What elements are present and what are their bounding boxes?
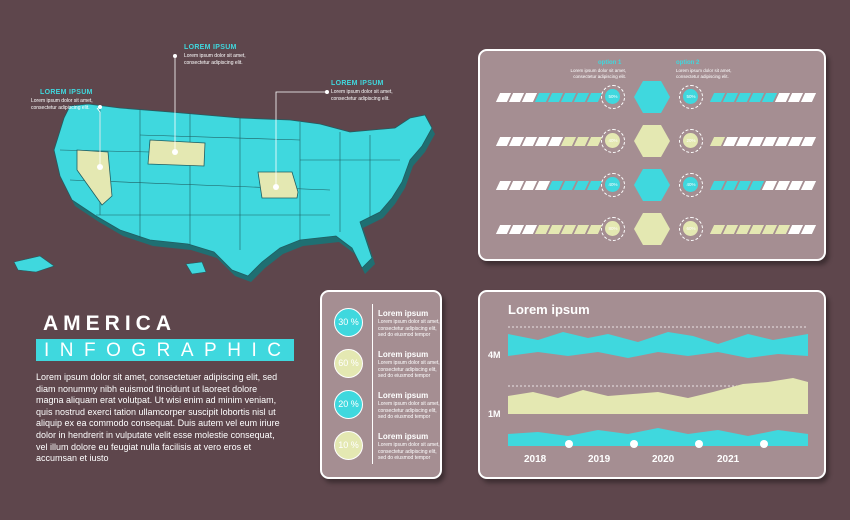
year-2018: 2018	[524, 454, 547, 465]
percent-ring-label: 60%	[686, 226, 696, 231]
area-band-top	[508, 332, 808, 358]
percent-ring-label: 40%	[608, 138, 618, 143]
bar-segment	[800, 93, 817, 102]
area-bands	[508, 326, 808, 446]
percent-ring-fill	[605, 89, 620, 104]
option1-label: option 1	[598, 60, 622, 66]
option-row-right-bar	[709, 93, 817, 102]
bar-segment	[586, 225, 603, 234]
list-item-title: Lorem ipsum	[378, 350, 429, 359]
percent-ring-fill	[683, 89, 698, 104]
year-2020: 2020	[652, 454, 675, 465]
title-america: AMERICA	[43, 312, 176, 335]
hexagon-marker	[634, 125, 670, 157]
percent-ring: 20%	[679, 129, 703, 153]
list-item-text: Lorem ipsum dolor sit amet, consectetur …	[378, 442, 440, 461]
pin-title-nevada: LOREM IPSUM	[40, 89, 93, 96]
list-item-text: Lorem ipsum dolor sit amet, consectetur …	[378, 401, 440, 420]
percent-badge: 30 %	[334, 308, 363, 337]
area-chart-panel: Lorem ipsum 4M 1M 2018 2019 2020 2021	[478, 290, 826, 479]
bar-segment	[586, 93, 603, 102]
area-band-middle	[508, 378, 808, 414]
list-item-text: Lorem ipsum dolor sit amet, consectetur …	[378, 319, 440, 338]
option-row-left-bar	[495, 93, 603, 102]
bar-segment	[800, 225, 817, 234]
percent-ring-fill	[605, 221, 620, 236]
y-label-4m: 4M	[488, 350, 501, 360]
percent-ring-fill	[605, 177, 620, 192]
bar-segment	[800, 181, 817, 190]
percent-badge: 60 %	[334, 349, 363, 378]
percent-ring-label: 40%	[608, 182, 618, 187]
percent-ring-label: 50%	[608, 94, 618, 99]
title-infographic: INFOGRAPHIC	[44, 340, 292, 361]
list-divider	[372, 304, 373, 464]
percent-list-panel: 30 % Lorem ipsum Lorem ipsum dolor sit ame…	[320, 290, 442, 479]
percent-ring-label: 80%	[608, 226, 618, 231]
list-item-title: Lorem ipsum	[378, 309, 429, 318]
percent-badge: 20 %	[334, 390, 363, 419]
percent-badge: 10 %	[334, 431, 363, 460]
option-row-right-bar	[709, 137, 817, 146]
option1-text: Lorem ipsum dolor sit amet, consectetur …	[570, 68, 626, 79]
body-paragraph: Lorem ipsum dolor sit amet, consectetuer…	[36, 372, 280, 464]
option-row-right-bar	[709, 225, 817, 234]
hawaii-piece	[185, 261, 207, 275]
percent-ring: 40%	[601, 173, 625, 197]
percent-ring-fill	[605, 133, 620, 148]
hexagon-marker	[634, 213, 670, 245]
option2-text: Lorem ipsum dolor sit amet, consectetur …	[676, 68, 732, 79]
percent-badge-label: 20 %	[338, 399, 359, 409]
y-label-1m: 1M	[488, 409, 501, 419]
pin-leaders	[96, 58, 326, 187]
percent-ring-label: 40%	[686, 182, 696, 187]
options-panel: option 1 Lorem ipsum dolor sit amet, con…	[478, 49, 826, 261]
option-row-right-bar	[709, 181, 817, 190]
percent-ring-fill	[683, 133, 698, 148]
pin-title-missouri: LOREM IPSUM	[331, 80, 384, 87]
percent-ring: 60%	[679, 217, 703, 241]
area-chart-title: Lorem ipsum	[508, 302, 590, 317]
list-item-title: Lorem ipsum	[378, 432, 429, 441]
list-item-title: Lorem ipsum	[378, 391, 429, 400]
option2-label: option 2	[676, 60, 700, 66]
timeline-dots	[565, 440, 768, 448]
hexagon-marker	[634, 81, 670, 113]
percent-ring-label: 20%	[686, 138, 696, 143]
hexagon-marker	[634, 169, 670, 201]
usa-mainland	[53, 103, 433, 277]
option-row-left-bar	[495, 137, 603, 146]
percent-badge-label: 60 %	[338, 358, 359, 368]
percent-ring-fill	[683, 221, 698, 236]
percent-ring: 50%	[679, 85, 703, 109]
percent-badge-label: 30 %	[338, 317, 359, 327]
usa-map	[13, 54, 435, 282]
year-2019: 2019	[588, 454, 611, 465]
option-row-left-bar	[495, 225, 603, 234]
percent-ring: 40%	[601, 129, 625, 153]
bar-segment	[800, 137, 817, 146]
option-row-left-bar	[495, 181, 603, 190]
area-band-bottom	[508, 428, 808, 446]
percent-ring: 50%	[601, 85, 625, 109]
pin-text-nevada: Lorem ipsum dolor sit amet, consectetur …	[31, 98, 93, 111]
pin-text-missouri: Lorem ipsum dolor sit amet, consectetur …	[331, 89, 393, 102]
pin-text-wyoming: Lorem ipsum dolor sit amet, consectetur …	[184, 53, 246, 66]
alaska-piece	[13, 255, 55, 273]
list-item-text: Lorem ipsum dolor sit amet, consectetur …	[378, 360, 440, 379]
bar-segment	[586, 181, 603, 190]
bar-segment	[586, 137, 603, 146]
percent-ring: 40%	[679, 173, 703, 197]
percent-ring: 80%	[601, 217, 625, 241]
title-highlight-bar	[36, 339, 294, 361]
percent-badge-label: 10 %	[338, 440, 359, 450]
year-2021: 2021	[717, 454, 740, 465]
percent-ring-label: 50%	[686, 94, 696, 99]
nevada-state	[76, 149, 113, 206]
percent-ring-fill	[683, 177, 698, 192]
pin-title-wyoming: LOREM IPSUM	[184, 44, 237, 51]
